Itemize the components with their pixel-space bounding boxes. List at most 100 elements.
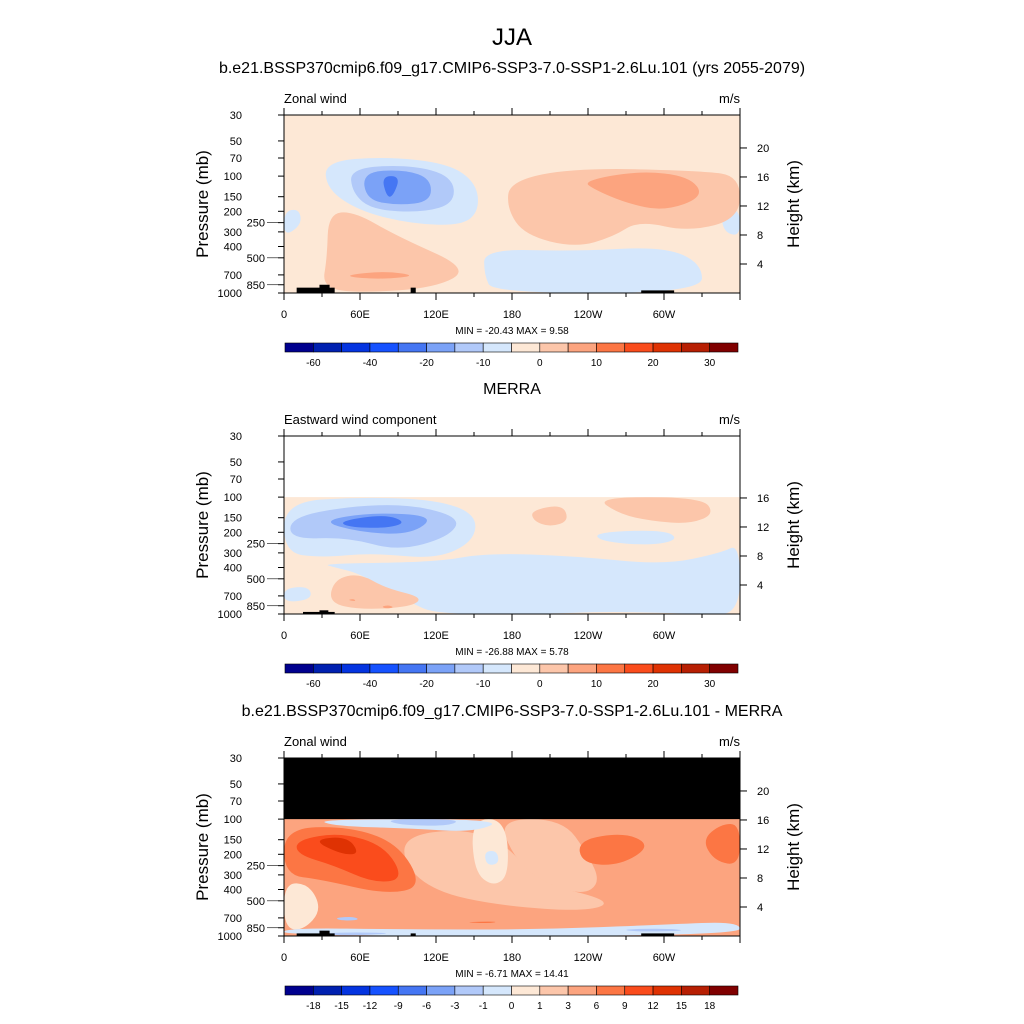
height-tick-label: 8	[757, 873, 763, 885]
pressure-tick-label: 500	[247, 574, 265, 586]
colorbar-box	[624, 985, 654, 996]
pressure-axis-label: Pressure (mb)	[193, 471, 212, 579]
colorbar-label: 0	[537, 679, 543, 690]
height-tick-label: 4	[757, 259, 763, 271]
contour-region	[284, 209, 301, 233]
pressure-tick-label: 700	[224, 913, 242, 925]
topography	[296, 287, 335, 293]
contour-region	[597, 530, 675, 545]
lon-tick-label: 120W	[574, 952, 603, 964]
pressure-tick-label: 1000	[218, 931, 242, 943]
colorbar-label: 1	[537, 1001, 543, 1012]
pressure-tick-label: 250	[247, 861, 265, 873]
contour-region	[504, 819, 597, 892]
colorbar-box	[341, 663, 371, 674]
topography	[319, 930, 330, 936]
pressure-tick-label: 700	[224, 591, 242, 603]
left-string: Zonal wind	[284, 91, 347, 106]
pressure-tick-label: 400	[224, 884, 242, 896]
colorbar-box	[482, 342, 512, 353]
pressure-tick-label: 850	[247, 280, 265, 292]
panel-title: b.e21.BSSP370cmip6.f09_g17.CMIP6-SSP3-7.…	[219, 60, 805, 77]
colorbar-box	[313, 342, 342, 353]
colorbar-label: -18	[306, 1001, 321, 1012]
colorbar-label: -60	[306, 358, 321, 369]
lon-tick-label: 180	[503, 309, 521, 321]
contour-region	[364, 170, 431, 205]
colorbar-box	[709, 985, 739, 996]
lon-tick-label: 60W	[653, 309, 676, 321]
pressure-tick-label: 100	[224, 171, 242, 183]
contour-region	[337, 916, 358, 921]
colorbar-label: 3	[565, 1001, 571, 1012]
height-tick-label: 12	[757, 844, 769, 856]
colorbar-box	[369, 342, 399, 353]
topography	[319, 284, 330, 293]
colorbar-box	[511, 985, 541, 996]
contour-region	[284, 922, 740, 936]
colorbar-box	[313, 985, 342, 996]
pressure-tick-label: 30	[230, 110, 242, 122]
colorbar-label: -20	[419, 358, 434, 369]
height-axis-label: Height (km)	[784, 160, 803, 248]
colorbar-box	[539, 663, 569, 674]
height-tick-label: 16	[757, 493, 769, 505]
pressure-tick-label: 400	[224, 562, 242, 574]
contour-region	[326, 932, 387, 936]
contour-region	[349, 599, 356, 601]
figure-title: JJA	[492, 24, 532, 51]
contour-region	[327, 547, 740, 614]
contour-region	[382, 605, 393, 609]
colorbar-label: 9	[622, 1001, 628, 1012]
colorbar-label: 10	[591, 679, 603, 690]
pressure-tick-label: 500	[247, 253, 265, 265]
colorbar-box	[624, 663, 654, 674]
lon-tick-label: 120W	[574, 630, 603, 642]
topography	[410, 287, 416, 293]
colorbar-label: 18	[704, 1001, 716, 1012]
colorbar-label: 12	[648, 1001, 660, 1012]
pressure-tick-label: 850	[247, 601, 265, 613]
colorbar-box	[624, 342, 654, 353]
contour-region	[324, 212, 459, 292]
colorbar-box	[596, 663, 626, 674]
pressure-tick-label: 70	[230, 153, 242, 165]
panels: b.e21.BSSP370cmip6.f09_g17.CMIP6-SSP3-7.…	[193, 60, 805, 1012]
min-max-stats: MIN = -6.71 MAX = 14.41	[455, 969, 569, 980]
contour-region	[296, 834, 399, 882]
units-label: m/s	[719, 412, 740, 427]
contour-region	[532, 506, 567, 526]
pressure-tick-label: 300	[224, 227, 242, 239]
colorbar-box	[681, 342, 710, 353]
pressure-tick-label: 70	[230, 474, 242, 486]
pressure-tick-label: 200	[224, 849, 242, 861]
panel-title: b.e21.BSSP370cmip6.f09_g17.CMIP6-SSP3-7.…	[242, 703, 783, 720]
contour-region	[319, 837, 357, 855]
lon-tick-label: 120E	[423, 309, 449, 321]
colorbar-label: -1	[479, 1001, 488, 1012]
lon-tick-label: 180	[503, 952, 521, 964]
colorbar-label: 0	[509, 1001, 515, 1012]
colorbar-label: -20	[419, 679, 434, 690]
pressure-tick-label: 1000	[218, 609, 242, 621]
lon-tick-label: 120W	[574, 309, 603, 321]
missing-data-region	[284, 758, 740, 820]
pressure-tick-label: 1000	[218, 288, 242, 300]
colorbar-label: 20	[648, 679, 660, 690]
contour-region	[342, 516, 402, 528]
contour-region	[390, 819, 456, 826]
height-tick-label: 20	[757, 786, 769, 798]
pressure-tick-label: 250	[247, 218, 265, 230]
colorbar-label: -12	[363, 1001, 378, 1012]
topography	[303, 611, 335, 614]
pressure-tick-label: 150	[224, 192, 242, 204]
height-tick-label: 16	[757, 815, 769, 827]
pressure-tick-label: 300	[224, 548, 242, 560]
pressure-tick-label: 400	[224, 241, 242, 253]
pressure-tick-label: 250	[247, 539, 265, 551]
contour-fill	[284, 115, 740, 293]
pressure-tick-label: 100	[224, 492, 242, 504]
contour-fill	[284, 436, 740, 614]
colorbar-box	[426, 663, 456, 674]
colorbar-label: -40	[363, 358, 378, 369]
